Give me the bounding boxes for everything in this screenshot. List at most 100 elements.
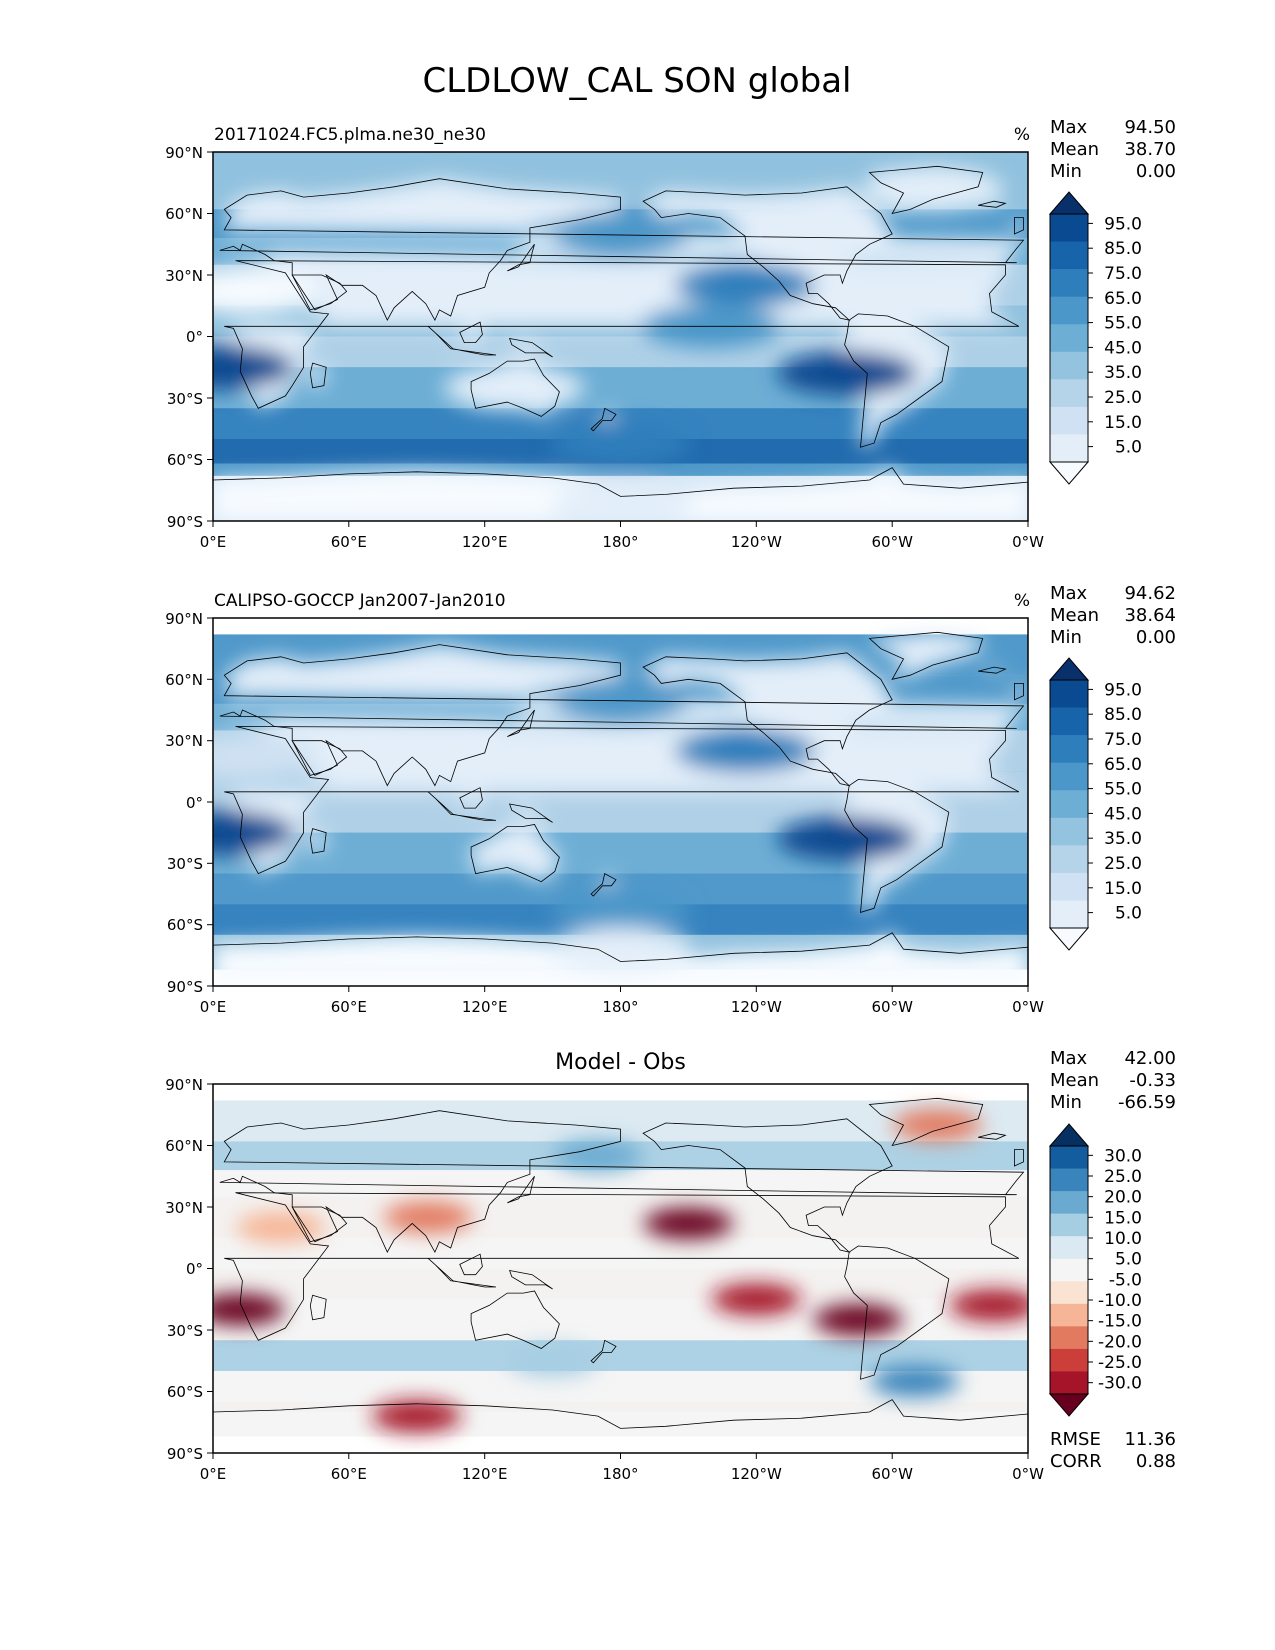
- colorbar-segment-5: [1050, 790, 1088, 819]
- lon-tick-label: 60°E: [331, 998, 367, 1016]
- coastline-namerica: [642, 652, 893, 787]
- lon-tick-4: 120°W: [731, 521, 782, 551]
- colorbar-label: 20.0: [1104, 1188, 1142, 1208]
- colorbar-frame: [1049, 1145, 1089, 1395]
- coastline-nz: [590, 1339, 617, 1364]
- coastlines: [213, 1097, 1028, 1453]
- cloud-feature-core-3: [706, 272, 784, 299]
- stat-label-mean: Mean: [1050, 605, 1099, 626]
- diff-feature-core-4: [969, 1295, 1019, 1315]
- colorbar-label: -5.0: [1109, 1270, 1142, 1290]
- coastline-africa: [224, 1192, 1020, 1341]
- colorbar-segment-8: [1050, 1303, 1088, 1327]
- lat-tick-label: 30°S: [167, 855, 203, 873]
- panel-diff: Model - Obs 90°N 60°N 30°N 0° 30°S 60°S …: [165, 1048, 1176, 1483]
- cloud-feature-core-4: [582, 936, 659, 963]
- land-fill-namerica: [643, 186, 893, 321]
- colorbar-segment-1: [1050, 214, 1088, 243]
- stat-label-max: Max: [1050, 117, 1088, 138]
- lat-tick-label: 60°S: [167, 916, 203, 934]
- colorbar-label: 85.0: [1104, 705, 1142, 725]
- colorbar-label: 55.0: [1104, 780, 1142, 800]
- colorbar-segment-2: [1050, 707, 1088, 736]
- lat-tick-4: 30°S: [167, 855, 213, 873]
- cloud-feature-core-5: [582, 491, 659, 518]
- colorbar-extend-min: [1048, 1393, 1090, 1417]
- colorbar-label: 5.0: [1115, 438, 1142, 458]
- colorbar-label: 45.0: [1104, 338, 1142, 358]
- zonal-band-7: [213, 1299, 1028, 1341]
- cloud-field: [213, 632, 1028, 986]
- land-fill-greenland: [869, 632, 983, 680]
- coastline-madagascar: [309, 1294, 327, 1321]
- coastline-australia: [470, 358, 560, 417]
- stat-value-max: 42.00: [1124, 1048, 1176, 1069]
- stat-value-max: 94.50: [1124, 117, 1176, 138]
- lat-tick-3: 0°: [186, 1260, 213, 1278]
- lon-tick-label: 0°W: [1012, 1465, 1044, 1483]
- coastline-africa: [224, 260, 1020, 409]
- lon-tick-label: 0°E: [200, 1465, 227, 1483]
- coastline-nz: [590, 872, 617, 897]
- colorbar-segment-3: [1050, 269, 1088, 298]
- coastline-namerica: [642, 1118, 893, 1253]
- smoothed-field: [213, 632, 1028, 986]
- stats-block: Max 42.00 Mean -0.33 Min -66.59: [1050, 1048, 1176, 1113]
- cloud-feature-core-3: [706, 737, 784, 765]
- stat-value-min: 0.00: [1136, 627, 1176, 648]
- lat-axis: 90°N 60°N 30°N 0° 30°S 60°S 90°S: [165, 610, 213, 996]
- colorbar-label: 15.0: [1104, 879, 1142, 899]
- colorbar-label: 5.0: [1115, 904, 1142, 924]
- lon-tick-label: 120°E: [462, 533, 508, 551]
- smoothed-field: [213, 1109, 1028, 1433]
- lat-tick-5: 60°S: [167, 1383, 213, 1401]
- coastline-uk: [1014, 1149, 1024, 1167]
- coastline-borneo: [459, 1253, 483, 1276]
- lat-tick-1: 60°N: [165, 205, 213, 223]
- cloud-feature-core-9: [582, 220, 659, 248]
- coastline-samerica: [844, 313, 950, 448]
- cloud-feature-core-6: [582, 686, 659, 713]
- coastline-madagascar: [309, 362, 327, 389]
- coastline-borneo: [459, 321, 483, 343]
- diff-feature-core-10: [912, 1115, 963, 1135]
- lat-tick-5: 60°S: [167, 451, 213, 469]
- lat-tick-label: 30°N: [165, 732, 203, 750]
- colorbar-extend-max: [1048, 657, 1090, 681]
- coastline-arabia: [291, 274, 348, 311]
- lat-tick-0: 90°N: [165, 610, 213, 628]
- zonal-band-5: [213, 1237, 1028, 1269]
- lon-tick-label: 180°: [602, 533, 638, 551]
- lon-tick-2: 120°E: [462, 521, 508, 551]
- colorbar-segment-6: [1050, 351, 1088, 380]
- lat-tick-label: 90°S: [167, 1445, 203, 1463]
- difference-field: [213, 1100, 1028, 1437]
- colorbar-extend-min: [1048, 927, 1090, 951]
- diff-feature-core-2: [833, 1310, 883, 1330]
- lat-tick-5: 60°S: [167, 916, 213, 934]
- colorbar-label: 10.0: [1104, 1229, 1142, 1249]
- lat-tick-3: 0°: [186, 328, 213, 346]
- lon-tick-label: 60°W: [871, 533, 913, 551]
- lat-tick-3: 0°: [186, 794, 213, 812]
- diff-feature-core-7: [392, 1406, 442, 1426]
- metric-value-rmse: 11.36: [1124, 1429, 1176, 1450]
- lon-tick-label: 120°E: [462, 1465, 508, 1483]
- lat-tick-0: 90°N: [165, 1076, 213, 1094]
- coastline-nz: [590, 407, 617, 432]
- metrics-block: RMSE 11.36 CORR 0.88: [1050, 1429, 1176, 1472]
- lon-tick-label: 0°W: [1012, 998, 1044, 1016]
- lat-tick-6: 90°S: [167, 513, 213, 531]
- panel-obs-units: %: [1014, 591, 1030, 611]
- colorbar-segment-11: [1050, 1371, 1088, 1395]
- coastline-indonesia: [427, 326, 497, 356]
- land-fill-japan: [507, 710, 535, 737]
- coastline-indonesia: [427, 791, 497, 821]
- cloud-feature-core-7: [475, 374, 553, 401]
- metric-label-corr: CORR: [1050, 1451, 1102, 1472]
- colorbar-label: 15.0: [1104, 413, 1142, 433]
- colorbar-extend-max: [1048, 1123, 1090, 1147]
- coastline-iceland: [978, 1132, 1007, 1140]
- lat-tick-label: 30°N: [165, 1199, 203, 1217]
